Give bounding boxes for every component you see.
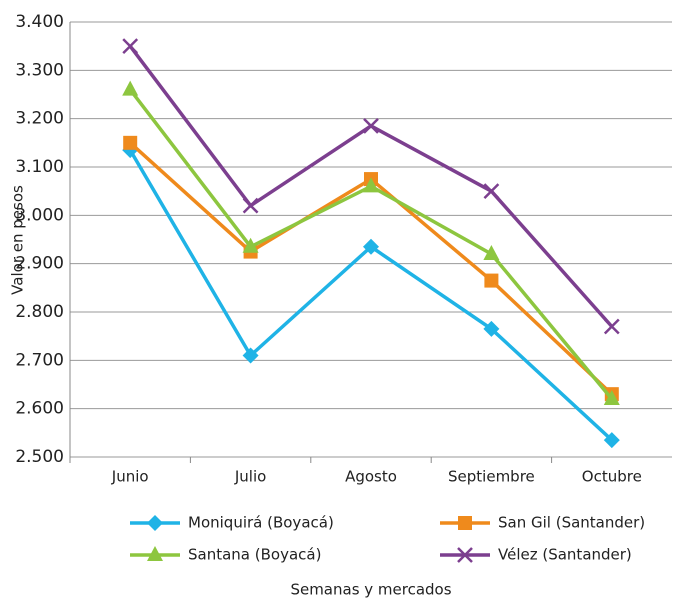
y-tick-label: 2.900 xyxy=(15,254,64,274)
marker xyxy=(457,547,473,563)
marker xyxy=(484,273,499,288)
y-tick-label: 2.600 xyxy=(15,399,64,419)
marker xyxy=(363,238,379,255)
marker xyxy=(123,135,138,150)
y-tick-label: 2.800 xyxy=(15,302,64,322)
y-tick-label: 3.100 xyxy=(15,157,64,177)
x-tick-label: Junio xyxy=(111,468,149,486)
x-tick-label: Julio xyxy=(234,468,266,486)
marker xyxy=(363,177,379,193)
y-axis-title: Valor en pesos xyxy=(9,185,27,295)
x-axis-title: Semanas y mercados xyxy=(290,581,451,599)
y-tick-label: 3.300 xyxy=(15,60,64,80)
marker xyxy=(147,515,163,531)
marker xyxy=(363,118,379,134)
legend-label: Vélez (Santander) xyxy=(498,546,632,564)
y-tick-label: 3.200 xyxy=(15,109,64,129)
marker xyxy=(483,320,500,337)
marker xyxy=(147,546,163,561)
x-tick-label: Agosto xyxy=(345,468,397,486)
legend-label: Moniquirá (Boyacá) xyxy=(188,514,334,532)
marker xyxy=(242,237,259,253)
marker xyxy=(483,245,500,260)
x-tick-label: Octubre xyxy=(582,468,642,486)
y-tick-label: 3.400 xyxy=(15,12,64,32)
marker xyxy=(603,390,620,405)
y-tick-label: 3.000 xyxy=(15,205,64,225)
series-line xyxy=(128,149,613,442)
marker xyxy=(242,347,259,364)
x-tick-label: Septiembre xyxy=(448,468,535,486)
y-tick-label: 2.700 xyxy=(15,350,64,370)
marker xyxy=(122,38,139,55)
legend-label: San Gil (Santander) xyxy=(498,514,645,532)
marker xyxy=(603,432,620,449)
marker xyxy=(483,183,500,200)
marker xyxy=(242,197,259,214)
marker xyxy=(122,80,139,96)
y-tick-label: 2.500 xyxy=(15,447,64,467)
marker xyxy=(458,516,472,530)
marker xyxy=(603,318,620,335)
legend-label: Santana (Boyacá) xyxy=(188,546,321,564)
